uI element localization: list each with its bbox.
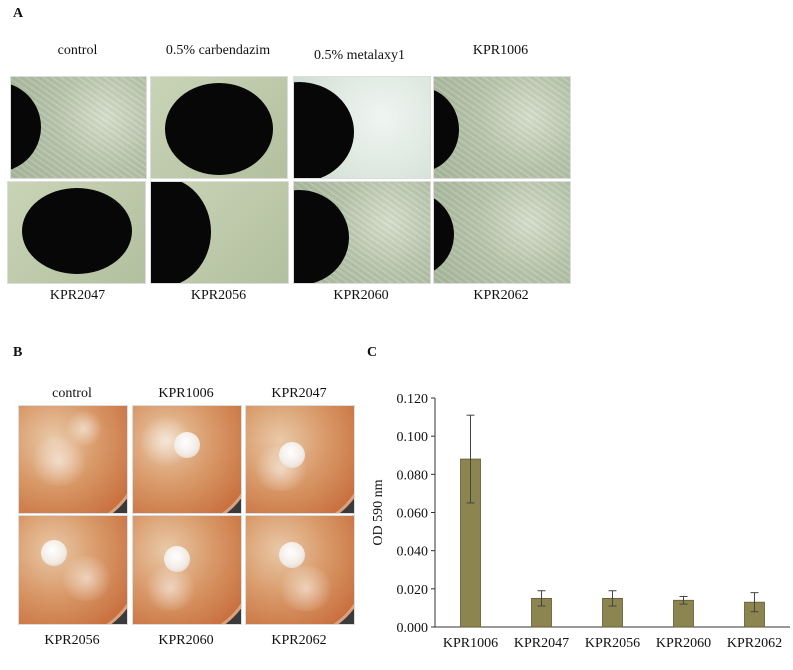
micrograph-kpr2060 — [293, 181, 431, 284]
panel-a-top-label-2: 0.5% carbendazim — [165, 43, 271, 58]
panel-b-top-label-3: KPR2047 — [271, 386, 327, 401]
y-tick-label-6: 0.120 — [397, 392, 429, 407]
micrograph-kpr2062 — [433, 181, 571, 284]
panel-c-letter: C — [367, 345, 378, 360]
y-tick-label-5: 0.100 — [397, 430, 429, 445]
x-tick-label-KPR2062: KPR2062 — [727, 636, 782, 651]
dish-kpr2056 — [18, 515, 128, 625]
micrograph-carbendazim — [150, 76, 288, 179]
micrograph-kpr2056 — [150, 181, 289, 284]
panel-a-bottom-label-1: KPR2047 — [49, 288, 106, 303]
panel-a-top-label-4: KPR1006 — [472, 43, 529, 58]
micrograph-kpr1006 — [433, 76, 571, 179]
y-tick-label-2: 0.040 — [397, 545, 429, 560]
od590-bar-chart: 0.000 0.020 0.040 0.060 0.080 0.100 0.120 OD 59… — [371, 392, 790, 651]
x-tick-label-KPR2047: KPR2047 — [514, 636, 569, 651]
dish-kpr1006 — [132, 405, 242, 514]
x-tick-label-KPR2056: KPR2056 — [585, 636, 640, 651]
panel-a-top-label-1: control — [57, 43, 98, 58]
y-tick-label-1: 0.020 — [397, 583, 429, 598]
disk-kpr2060 — [164, 546, 190, 572]
panel-a-bottom-label-4: KPR2062 — [473, 288, 529, 303]
y-tick-label-4: 0.080 — [397, 468, 429, 483]
panel-a-top-label-3: 0.5% metalaxy1 — [314, 48, 405, 63]
panel-b-letter: B — [13, 345, 23, 360]
y-tick-label-0: 0.000 — [397, 621, 429, 636]
panel-b-bottom-label-3: KPR2062 — [271, 633, 327, 648]
micrograph-kpr2047 — [7, 181, 146, 284]
micrograph-metalaxyl — [293, 76, 431, 179]
panel-b-bottom-label-2: KPR2060 — [158, 633, 214, 648]
disk-kpr2047 — [279, 442, 305, 468]
dish-kpr2062 — [245, 515, 355, 625]
dish-kpr2047 — [245, 405, 355, 514]
y-axis-label: OD 590 nm — [371, 479, 386, 545]
panel-b-top-label-1: control — [52, 386, 92, 401]
disk-kpr2062 — [279, 542, 305, 568]
panel-b-top-label-2: KPR1006 — [158, 386, 214, 401]
micrograph-control — [10, 76, 147, 179]
dish-kpr2060 — [132, 515, 242, 625]
disk-kpr2056 — [41, 540, 67, 566]
panel-a-bottom-label-2: KPR2056 — [190, 288, 247, 303]
y-tick-label-3: 0.060 — [397, 507, 429, 522]
disk-kpr1006 — [174, 432, 200, 458]
panel-a-letter: A — [13, 6, 24, 21]
panel-a-bottom-label-3: KPR2060 — [333, 288, 389, 303]
dish-control — [18, 405, 128, 514]
x-tick-label-KPR1006: KPR1006 — [443, 636, 498, 651]
panel-b-bottom-label-1: KPR2056 — [44, 633, 100, 648]
x-tick-label-KPR2060: KPR2060 — [656, 636, 711, 651]
